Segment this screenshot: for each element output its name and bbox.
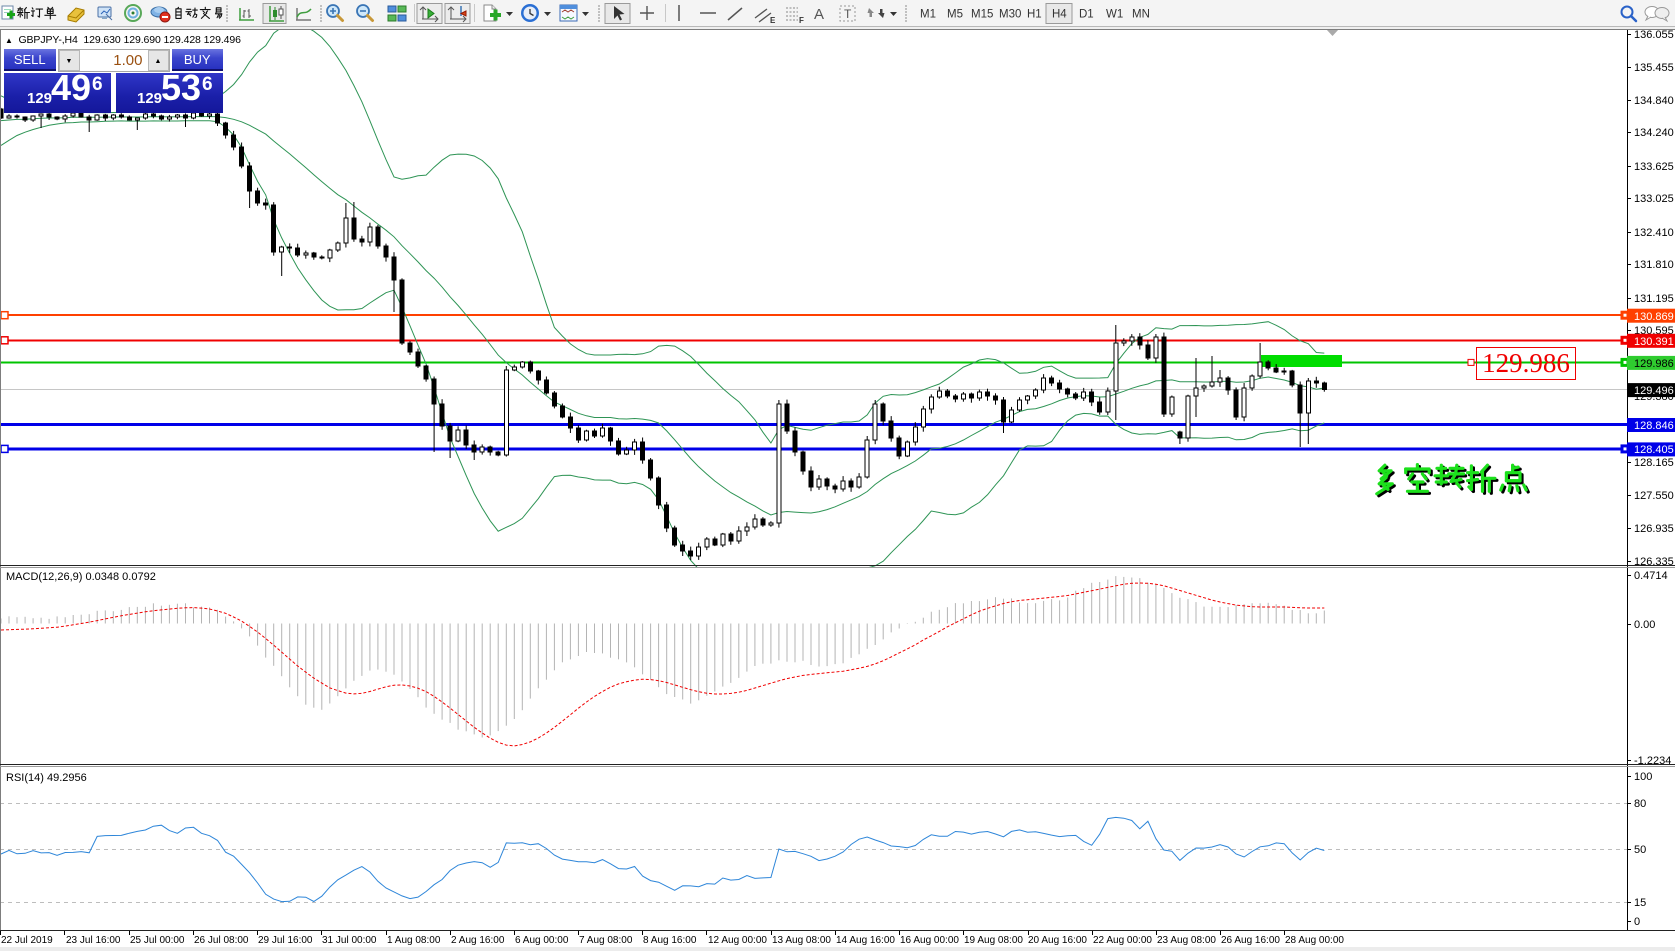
svg-text:135.455: 135.455 bbox=[1634, 62, 1674, 74]
svg-text:13 Aug 08:00: 13 Aug 08:00 bbox=[772, 935, 831, 946]
svg-text:134.840: 134.840 bbox=[1634, 95, 1674, 107]
svg-text:129.986: 129.986 bbox=[1634, 358, 1674, 370]
svg-text:15: 15 bbox=[1634, 897, 1646, 909]
svg-text:6 Aug 00:00: 6 Aug 00:00 bbox=[515, 935, 569, 946]
svg-text:0: 0 bbox=[1634, 916, 1640, 928]
svg-text:F: F bbox=[799, 16, 804, 25]
svg-text:1 Aug 08:00: 1 Aug 08:00 bbox=[387, 935, 441, 946]
svg-text:100: 100 bbox=[1634, 771, 1652, 783]
svg-text:M30: M30 bbox=[999, 9, 1021, 21]
svg-text:31 Jul 00:00: 31 Jul 00:00 bbox=[322, 935, 377, 946]
svg-text:M1: M1 bbox=[920, 9, 936, 21]
svg-text:22 Jul 2019: 22 Jul 2019 bbox=[1, 935, 53, 946]
svg-text:132.410: 132.410 bbox=[1634, 227, 1674, 239]
svg-text:50: 50 bbox=[1634, 844, 1646, 856]
svg-text:14 Aug 16:00: 14 Aug 16:00 bbox=[836, 935, 895, 946]
svg-text:128.405: 128.405 bbox=[1634, 444, 1674, 456]
svg-text:131.195: 131.195 bbox=[1634, 293, 1674, 305]
svg-text:126.335: 126.335 bbox=[1634, 556, 1674, 568]
svg-text:12 Aug 00:00: 12 Aug 00:00 bbox=[708, 935, 767, 946]
svg-text:26 Aug 16:00: 26 Aug 16:00 bbox=[1221, 935, 1280, 946]
svg-text:M15: M15 bbox=[971, 9, 993, 21]
svg-text:-1.2234: -1.2234 bbox=[1634, 755, 1671, 767]
svg-text:H1: H1 bbox=[1027, 9, 1042, 21]
svg-text:22 Aug 00:00: 22 Aug 00:00 bbox=[1093, 935, 1152, 946]
svg-text:D1: D1 bbox=[1079, 9, 1094, 21]
svg-text:20 Aug 16:00: 20 Aug 16:00 bbox=[1028, 935, 1087, 946]
svg-text:80: 80 bbox=[1634, 798, 1646, 810]
svg-text:26 Jul 08:00: 26 Jul 08:00 bbox=[194, 935, 249, 946]
svg-text:126.935: 126.935 bbox=[1634, 523, 1674, 535]
svg-text:29 Jul 16:00: 29 Jul 16:00 bbox=[258, 935, 313, 946]
svg-text:28 Aug 00:00: 28 Aug 00:00 bbox=[1285, 935, 1344, 946]
svg-text:127.550: 127.550 bbox=[1634, 490, 1674, 502]
svg-text:E: E bbox=[770, 16, 776, 25]
svg-text:T: T bbox=[844, 7, 852, 21]
svg-text:130.391: 130.391 bbox=[1634, 336, 1674, 348]
svg-text:MN: MN bbox=[1132, 9, 1150, 21]
svg-text:131.810: 131.810 bbox=[1634, 259, 1674, 271]
svg-text:7 Aug 08:00: 7 Aug 08:00 bbox=[579, 935, 633, 946]
svg-text:8 Aug 16:00: 8 Aug 16:00 bbox=[643, 935, 697, 946]
svg-text:133.625: 133.625 bbox=[1634, 161, 1674, 173]
svg-text:M5: M5 bbox=[947, 9, 963, 21]
svg-text:23 Aug 08:00: 23 Aug 08:00 bbox=[1157, 935, 1216, 946]
svg-text:W1: W1 bbox=[1106, 9, 1123, 21]
svg-text:136.055: 136.055 bbox=[1634, 29, 1674, 41]
svg-text:2 Aug 16:00: 2 Aug 16:00 bbox=[451, 935, 505, 946]
svg-text:130.869: 130.869 bbox=[1634, 311, 1674, 323]
svg-text:129.496: 129.496 bbox=[1634, 385, 1674, 397]
svg-text:0.00: 0.00 bbox=[1634, 619, 1655, 631]
svg-text:0.4714: 0.4714 bbox=[1634, 570, 1668, 582]
svg-text:134.240: 134.240 bbox=[1634, 127, 1674, 139]
svg-text:H4: H4 bbox=[1052, 9, 1067, 21]
svg-text:16 Aug 00:00: 16 Aug 00:00 bbox=[900, 935, 959, 946]
svg-text:19 Aug 08:00: 19 Aug 08:00 bbox=[964, 935, 1023, 946]
svg-text:133.025: 133.025 bbox=[1634, 193, 1674, 205]
svg-text:25 Jul 00:00: 25 Jul 00:00 bbox=[130, 935, 185, 946]
svg-text:23 Jul 16:00: 23 Jul 16:00 bbox=[66, 935, 121, 946]
svg-text:128.846: 128.846 bbox=[1634, 420, 1674, 432]
svg-text:A: A bbox=[814, 6, 824, 23]
svg-text:128.165: 128.165 bbox=[1634, 457, 1674, 469]
